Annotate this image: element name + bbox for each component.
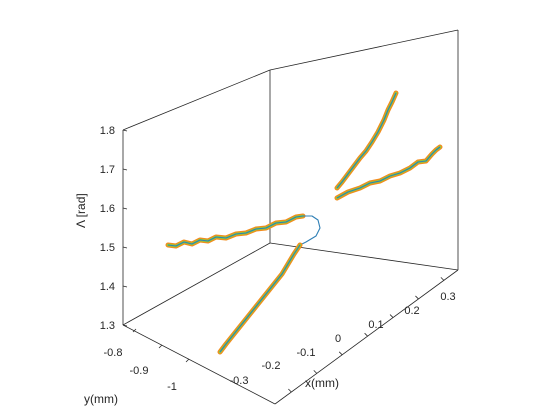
x-tick-mark [288,388,292,393]
curves-layer [165,90,443,355]
x-axis-label: x(mm) [305,376,339,390]
y-axis-ticks: -0.8 -0.9 -1 [104,328,190,393]
x-tick-mark [338,351,343,356]
z-tick-label: 1.3 [100,320,115,332]
x-axis-line [274,269,459,405]
curve-right-lower-branch [336,146,441,199]
x-tick-mark [415,295,419,300]
x-axis-ticks: -0.3 -0.2 -0.1 0 0.1 0.2 0.3 [230,277,456,393]
x-tick-label: -0.1 [297,347,316,359]
x-tick-label: -0.3 [230,375,249,387]
z-tick-mark [122,168,128,171]
z-tick-label: 1.6 [100,203,115,215]
x-tick-label: -0.2 [262,360,281,372]
x-tick-label: 0 [335,333,341,345]
z-tick-label: 1.7 [100,164,115,176]
axes-box [122,29,459,405]
curve-connector [299,215,321,246]
x-tick-label: 0.3 [440,291,455,303]
x-tick-label: 0.1 [368,319,383,331]
z-axis-label: Λ [rad] [74,193,88,228]
z-tick-mark [122,246,128,249]
z-tick-mark [122,285,128,288]
curve-left-horizontal-band [165,213,306,249]
curve-lower-diagonal [219,244,301,353]
z-tick-label: 1.4 [100,281,115,293]
x-tick-mark [389,314,394,318]
y-tick-label: -0.8 [104,347,123,359]
y-tick-label: -1 [167,381,177,393]
z-tick-mark [122,129,128,132]
z-tick-label: 1.5 [100,242,115,254]
y-tick-mark [158,344,163,349]
y-tick-mark [132,328,137,333]
x-tick-label: 0.2 [404,305,419,317]
y-axis-label: y(mm) [84,392,118,406]
y-tick-label: -0.9 [130,365,149,377]
y-axis-line [122,324,276,405]
z-tick-label: 1.8 [100,125,115,137]
back-edge-bottom [122,242,271,326]
x-tick-mark [313,370,318,374]
x-tick-mark [440,277,445,281]
x-tick-mark [364,332,368,337]
z-axis-ticks: 1.3 1.4 1.5 1.6 1.7 1.8 [100,125,128,332]
curve-left-horizontal [167,215,304,247]
back-edge-top-right [269,29,459,71]
curve-right-upper-branch-band [334,90,399,191]
z-tick-mark [122,324,128,327]
z-tick-mark [122,207,128,210]
curve-right-upper-branch [336,92,397,189]
y-tick-mark [185,358,190,363]
back-edge-top [122,69,271,131]
